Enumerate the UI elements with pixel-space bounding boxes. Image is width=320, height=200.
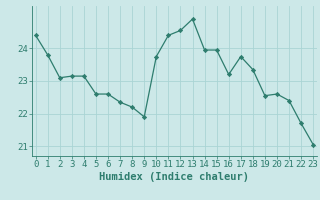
X-axis label: Humidex (Indice chaleur): Humidex (Indice chaleur)	[100, 172, 249, 182]
